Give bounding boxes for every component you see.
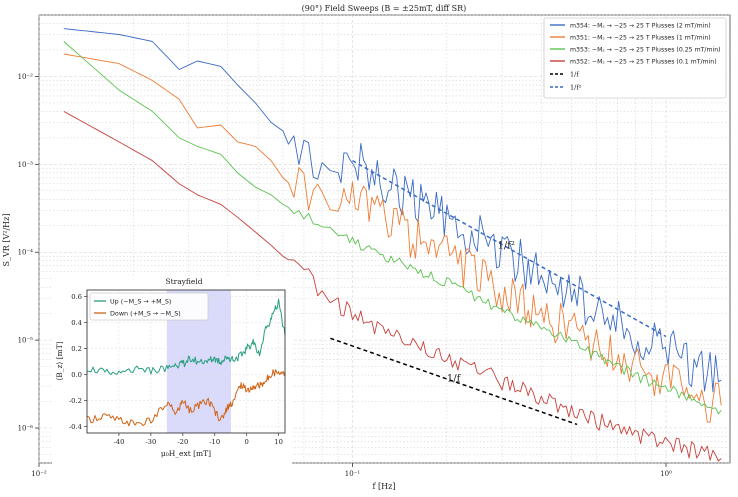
main-series: [63, 28, 722, 462]
inset-y-tick-label: 0.6: [71, 293, 82, 301]
y-tick-label: 10⁻²: [18, 73, 34, 81]
inset-legend-label-down: Down (+M_S → −M_S): [110, 310, 181, 318]
inset-x-tick-label: -10: [209, 438, 220, 446]
inset-x-tick-label: -40: [113, 438, 124, 446]
inset-y-tick-label: 0.0: [71, 371, 82, 379]
main-y-ticks: 10⁻⁶ 10⁻⁵ 10⁻⁴ 10⁻³ 10⁻²: [18, 73, 39, 433]
inset-series-up: [86, 298, 286, 376]
x-tick-label: 10⁻¹: [345, 470, 361, 478]
main-x-ticks: 10⁻² 10⁻¹ 10⁰: [31, 463, 672, 478]
inset-y-ticks: -0.4 -0.2 0.0 0.2 0.4 0.6: [69, 293, 87, 431]
annotation-1-over-f: 1/f: [447, 373, 462, 384]
series-line-m353: [63, 111, 722, 462]
main-y-axis-label: S_VR [V²/Hz]: [2, 214, 11, 267]
inset-x-ticks: -40 -30 -20 -10 0 10: [113, 433, 283, 446]
inset-y-tick-label: 0.4: [71, 319, 82, 327]
series-line-reference: [352, 160, 667, 338]
legend-label-1-over-f: 1/f: [570, 71, 579, 79]
x-tick-label: 10⁻²: [31, 470, 47, 478]
inset-legend: Up (−M_S → +M_S) Down (+M_S → −M_S): [89, 292, 209, 321]
inset-x-tick-label: 0: [245, 438, 249, 446]
legend-label-m351: m351: −Mₛ → −25 → 25 T Plusses (1 mT/min…: [570, 35, 711, 42]
inset-x-tick-label: -30: [145, 438, 156, 446]
legend-label-1-over-f-squared: 1/f²: [570, 84, 582, 92]
y-tick-label: 10⁻⁶: [18, 425, 34, 433]
x-tick-label: 10⁰: [660, 470, 672, 478]
y-tick-label: 10⁻⁵: [18, 337, 34, 345]
inset-title: Strayfield: [165, 277, 202, 286]
inset-legend-box: [89, 292, 209, 321]
inset-chart: Strayfield -40 -30 -20 -10 0 10 -0.4 -0.2 0.0 0.…: [52, 276, 292, 464]
inset-y-tick-label: 0.2: [71, 345, 82, 353]
inset-series: [86, 298, 286, 427]
y-tick-label: 10⁻³: [18, 161, 34, 169]
y-tick-label: 10⁻⁴: [18, 249, 34, 257]
inset-grid: [87, 290, 285, 433]
main-x-axis-label: f [Hz]: [373, 482, 396, 491]
inset-x-axis-label: μ₀H_ext [mT]: [161, 449, 211, 458]
inset-x-tick-label: -20: [177, 438, 188, 446]
inset-series-down: [86, 369, 286, 427]
legend-box: [543, 17, 727, 99]
series-line-m350: [63, 28, 722, 393]
inset-x-tick-label: 10: [274, 438, 283, 446]
series-line-reference: [330, 337, 578, 426]
inset-plot-area: [86, 289, 286, 434]
legend-label-m353: m353: −Mₛ → −25 → 25 T Plusses (0.25 mT/…: [570, 47, 721, 54]
inset-y-axis-label: ⟨B_z⟩ [mT]: [55, 341, 64, 380]
inset-y-tick-label: -0.4: [69, 423, 82, 431]
annotation-1-over-f-squared: 1/f²: [497, 241, 514, 252]
legend-label-m354: m354: −Mₛ → −25 → 25 T Plusses (2 mT/min…: [570, 23, 711, 30]
legend-label-m352: m352: −Mₛ → −25 → 25 T Plusses (0.1 mT/m…: [570, 59, 717, 66]
series-line-m351: [63, 53, 722, 423]
inset-legend-label-up: Up (−M_S → +M_S): [110, 298, 171, 306]
main-title: (90°) Field Sweeps (B = ±25mT, diff SR): [302, 4, 467, 13]
main-legend: m354: −Mₛ → −25 → 25 T Plusses (2 mT/min…: [543, 17, 727, 99]
inset-y-tick-label: -0.2: [69, 397, 82, 405]
series-line-m352: [63, 41, 722, 415]
